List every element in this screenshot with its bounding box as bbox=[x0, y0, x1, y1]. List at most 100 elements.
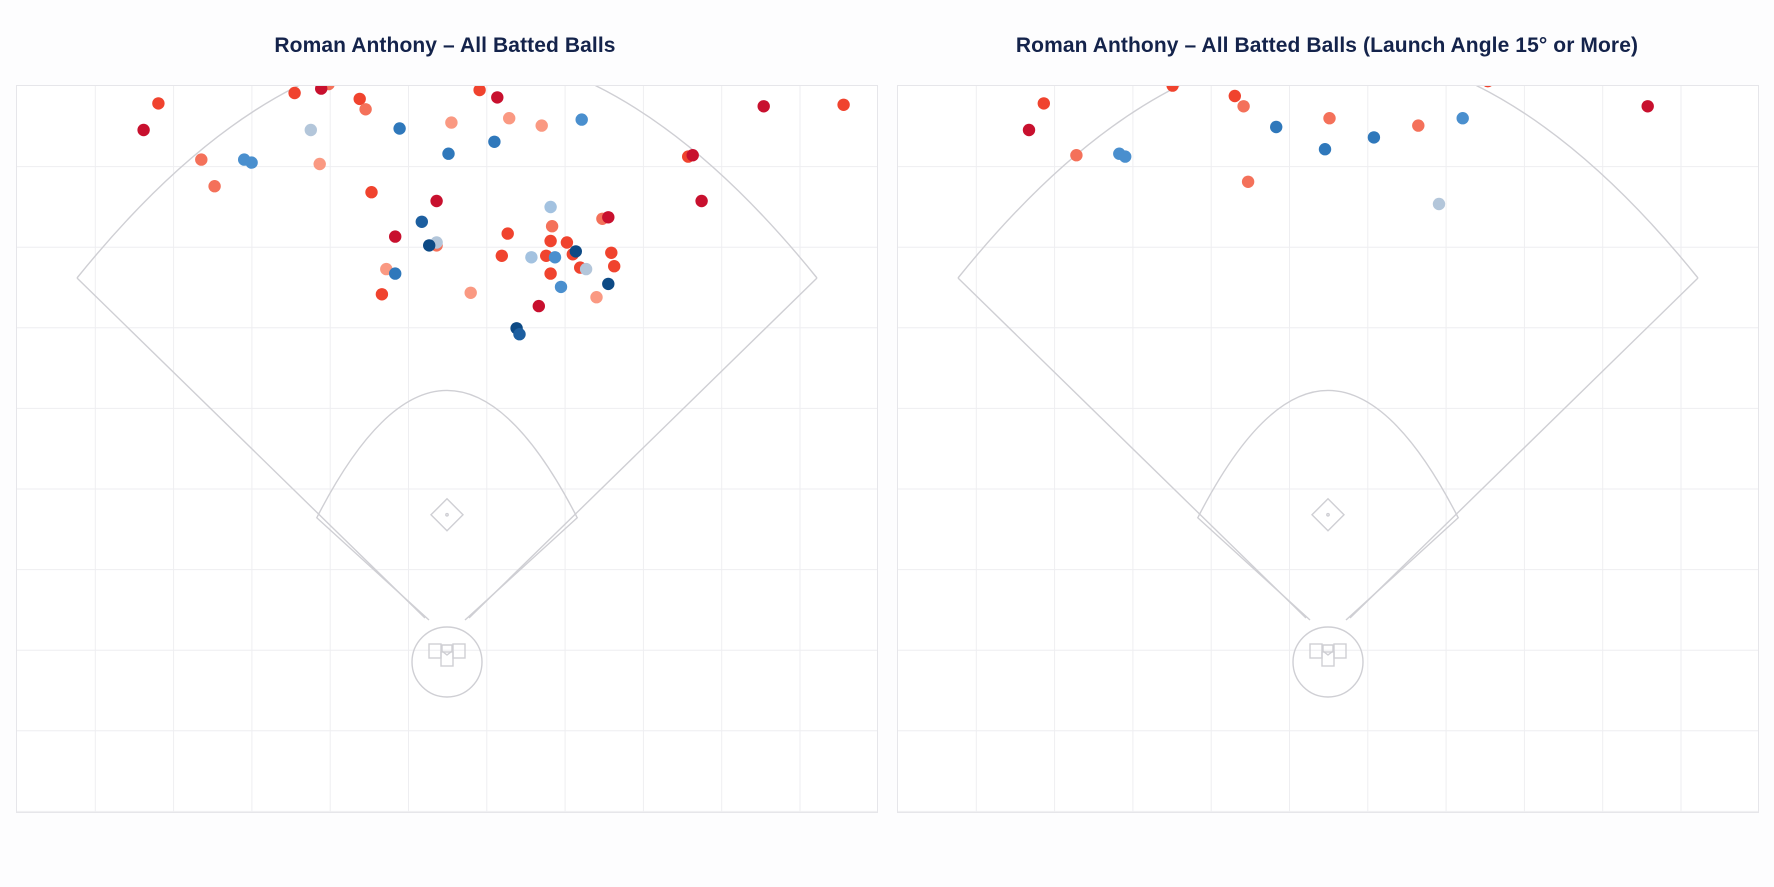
catcher-box bbox=[1321, 651, 1335, 667]
batted-ball-point bbox=[393, 122, 406, 135]
outfield-wall bbox=[76, 86, 818, 279]
batted-ball-point bbox=[313, 157, 326, 171]
right-foul-line bbox=[1349, 277, 1699, 619]
right-foul-line bbox=[468, 277, 818, 619]
batted-ball-point bbox=[590, 291, 603, 304]
home-plate-circle bbox=[411, 626, 483, 698]
batted-ball-point bbox=[1270, 120, 1283, 134]
batted-ball-point bbox=[1483, 86, 1492, 88]
batted-ball-point bbox=[152, 97, 165, 110]
home-plate bbox=[441, 644, 453, 656]
field-outline bbox=[957, 86, 1699, 698]
batted-ball-point bbox=[491, 91, 504, 104]
batted-ball-point bbox=[389, 267, 402, 280]
batted-ball-point bbox=[245, 156, 258, 169]
batted-ball-point bbox=[548, 251, 562, 264]
batted-ball-point bbox=[445, 116, 458, 129]
batted-ball-point bbox=[473, 86, 486, 97]
spray-chart bbox=[898, 86, 1758, 812]
plot-area bbox=[897, 85, 1759, 813]
batted-ball-point bbox=[365, 186, 378, 199]
batted-ball-point bbox=[359, 103, 372, 116]
mound-diamond bbox=[430, 497, 464, 532]
batted-ball-point bbox=[579, 262, 593, 276]
batted-ball-point bbox=[1166, 86, 1179, 92]
batted-ball-point bbox=[501, 227, 514, 240]
batted-ball-point bbox=[430, 194, 443, 208]
batter-box-right bbox=[452, 643, 466, 659]
batted-ball-point bbox=[1432, 197, 1446, 211]
infield-arc bbox=[1196, 389, 1460, 621]
batted-ball-point bbox=[503, 112, 516, 125]
spray-chart bbox=[17, 86, 877, 812]
batted-ball-point bbox=[288, 86, 301, 100]
pitcher-rubber bbox=[445, 512, 449, 517]
batter-box-right bbox=[1333, 643, 1347, 659]
chart-title: Roman Anthony – All Batted Balls bbox=[274, 34, 616, 57]
batted-ball-point bbox=[575, 113, 588, 126]
batted-ball-point bbox=[315, 86, 328, 95]
batted-ball-point bbox=[1412, 119, 1425, 132]
batted-ball-point bbox=[1456, 112, 1469, 125]
batted-ball-point bbox=[544, 200, 557, 214]
batted-ball-point bbox=[464, 286, 477, 299]
left-foul-line bbox=[957, 277, 1307, 619]
batted-ball-point bbox=[1228, 89, 1241, 103]
batted-ball-point bbox=[605, 246, 618, 259]
field-outline bbox=[76, 86, 818, 698]
batted-ball-point bbox=[208, 180, 221, 193]
plot-area bbox=[16, 85, 878, 813]
batted-ball-point bbox=[304, 123, 317, 137]
batted-ball-point bbox=[532, 299, 545, 313]
batted-ball-point bbox=[686, 149, 699, 162]
batted-ball-point bbox=[513, 328, 526, 341]
batted-ball-point bbox=[375, 288, 389, 301]
batted-ball-point bbox=[535, 119, 548, 132]
grid bbox=[898, 86, 1758, 812]
left-foul-line bbox=[76, 277, 426, 619]
batted-ball-point bbox=[602, 277, 615, 291]
batted-ball-point bbox=[1241, 175, 1255, 188]
batted-ball-point bbox=[1070, 149, 1083, 162]
batted-ball-point bbox=[442, 147, 455, 160]
home-plate-circle bbox=[1292, 626, 1364, 698]
batted-ball-point bbox=[495, 249, 508, 262]
batted-ball-point bbox=[569, 245, 582, 258]
batted-ball-point bbox=[545, 220, 559, 233]
batted-ball-point bbox=[137, 123, 150, 137]
pitcher-rubber bbox=[1326, 512, 1330, 517]
grid bbox=[17, 86, 877, 812]
batted-ball-point bbox=[1318, 143, 1332, 156]
batted-ball-point bbox=[757, 100, 770, 113]
batted-ball-point bbox=[1119, 150, 1132, 163]
outfield-wall bbox=[957, 86, 1699, 279]
batted-ball-point bbox=[544, 234, 557, 248]
batted-ball-point bbox=[544, 267, 557, 280]
batted-ball-point bbox=[837, 98, 850, 111]
mound-diamond bbox=[1311, 497, 1345, 532]
batted-ball-point bbox=[525, 251, 538, 264]
batted-ball-point bbox=[423, 239, 436, 252]
batted-ball-point bbox=[1237, 100, 1250, 113]
batted-ball-point bbox=[608, 260, 621, 273]
batted-ball-point bbox=[389, 230, 402, 243]
chart-title: Roman Anthony – All Batted Balls (Launch… bbox=[1015, 34, 1639, 57]
batted-ball-point bbox=[1323, 112, 1336, 125]
batted-ball-point bbox=[695, 194, 708, 208]
batted-ball-point bbox=[560, 236, 574, 249]
batted-ball-point bbox=[415, 215, 428, 228]
batted-ball-point bbox=[1367, 131, 1381, 144]
batted-ball-point bbox=[602, 211, 615, 224]
batted-ball-point bbox=[554, 280, 568, 294]
batted-ball-point bbox=[488, 135, 501, 148]
home-plate bbox=[1322, 644, 1334, 656]
catcher-box bbox=[440, 651, 454, 667]
batted-ball-point bbox=[353, 92, 366, 106]
batted-ball-point bbox=[1641, 100, 1654, 113]
batted-ball-point bbox=[195, 153, 208, 166]
batted-ball-point bbox=[1022, 123, 1036, 137]
batter-box-left bbox=[1309, 643, 1323, 659]
batted-ball-point bbox=[1037, 97, 1050, 110]
infield-arc bbox=[315, 389, 579, 621]
batter-box-left bbox=[428, 643, 442, 659]
